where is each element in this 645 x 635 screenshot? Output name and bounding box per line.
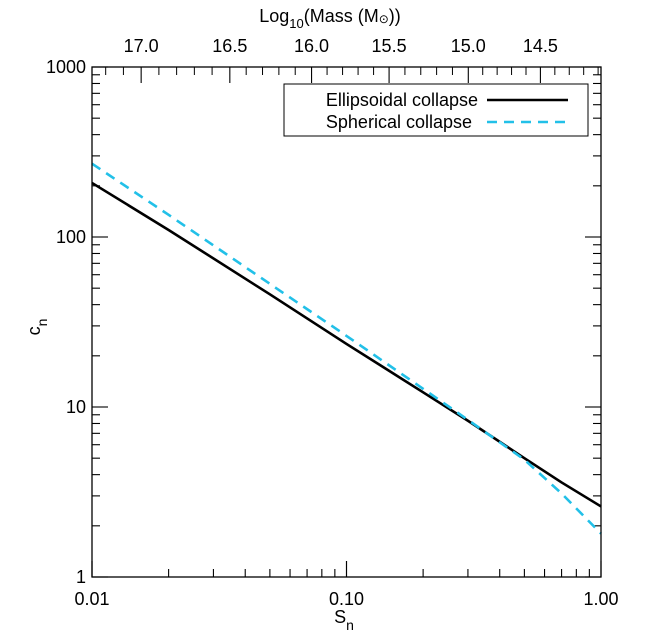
y-tick-label: 100	[56, 227, 86, 247]
series-line-spherical	[91, 162, 602, 535]
legend-box	[283, 83, 589, 137]
tick-labels: 0.01 0.10 1.00 17.0 16.5 16.0 15.5 15.0 14.5 1 10 1…	[46, 36, 619, 609]
top-tick-label: 17.0	[124, 36, 159, 56]
top-tick-label: 14.5	[523, 36, 558, 56]
x-axis-title: Sn	[334, 607, 354, 633]
top-tick-label: 16.0	[294, 36, 329, 56]
top-tick-label: 15.5	[372, 36, 407, 56]
series-line-ellipsoidal	[91, 181, 602, 508]
y-tick-label: 1	[76, 567, 86, 587]
tick-marks	[91, 66, 602, 578]
x-tick-label: 1.00	[583, 589, 618, 609]
y-axis-title: cn	[24, 319, 50, 336]
legend-label-spherical: Spherical collapse	[326, 112, 472, 132]
plot-frame	[91, 66, 602, 578]
y-tick-label: 1000	[46, 57, 86, 77]
x-tick-label: 0.10	[329, 589, 364, 609]
legend: Ellipsoidal collapse Spherical collapse	[283, 83, 589, 137]
top-tick-label: 16.5	[212, 36, 247, 56]
top-axis-title: Log10(Mass (M⊙))	[259, 6, 401, 31]
top-tick-label: 15.0	[451, 36, 486, 56]
legend-label-ellipsoidal: Ellipsoidal collapse	[326, 90, 478, 110]
y-tick-label: 10	[66, 397, 86, 417]
series-lines	[91, 162, 602, 535]
x-tick-label: 0.01	[74, 589, 109, 609]
